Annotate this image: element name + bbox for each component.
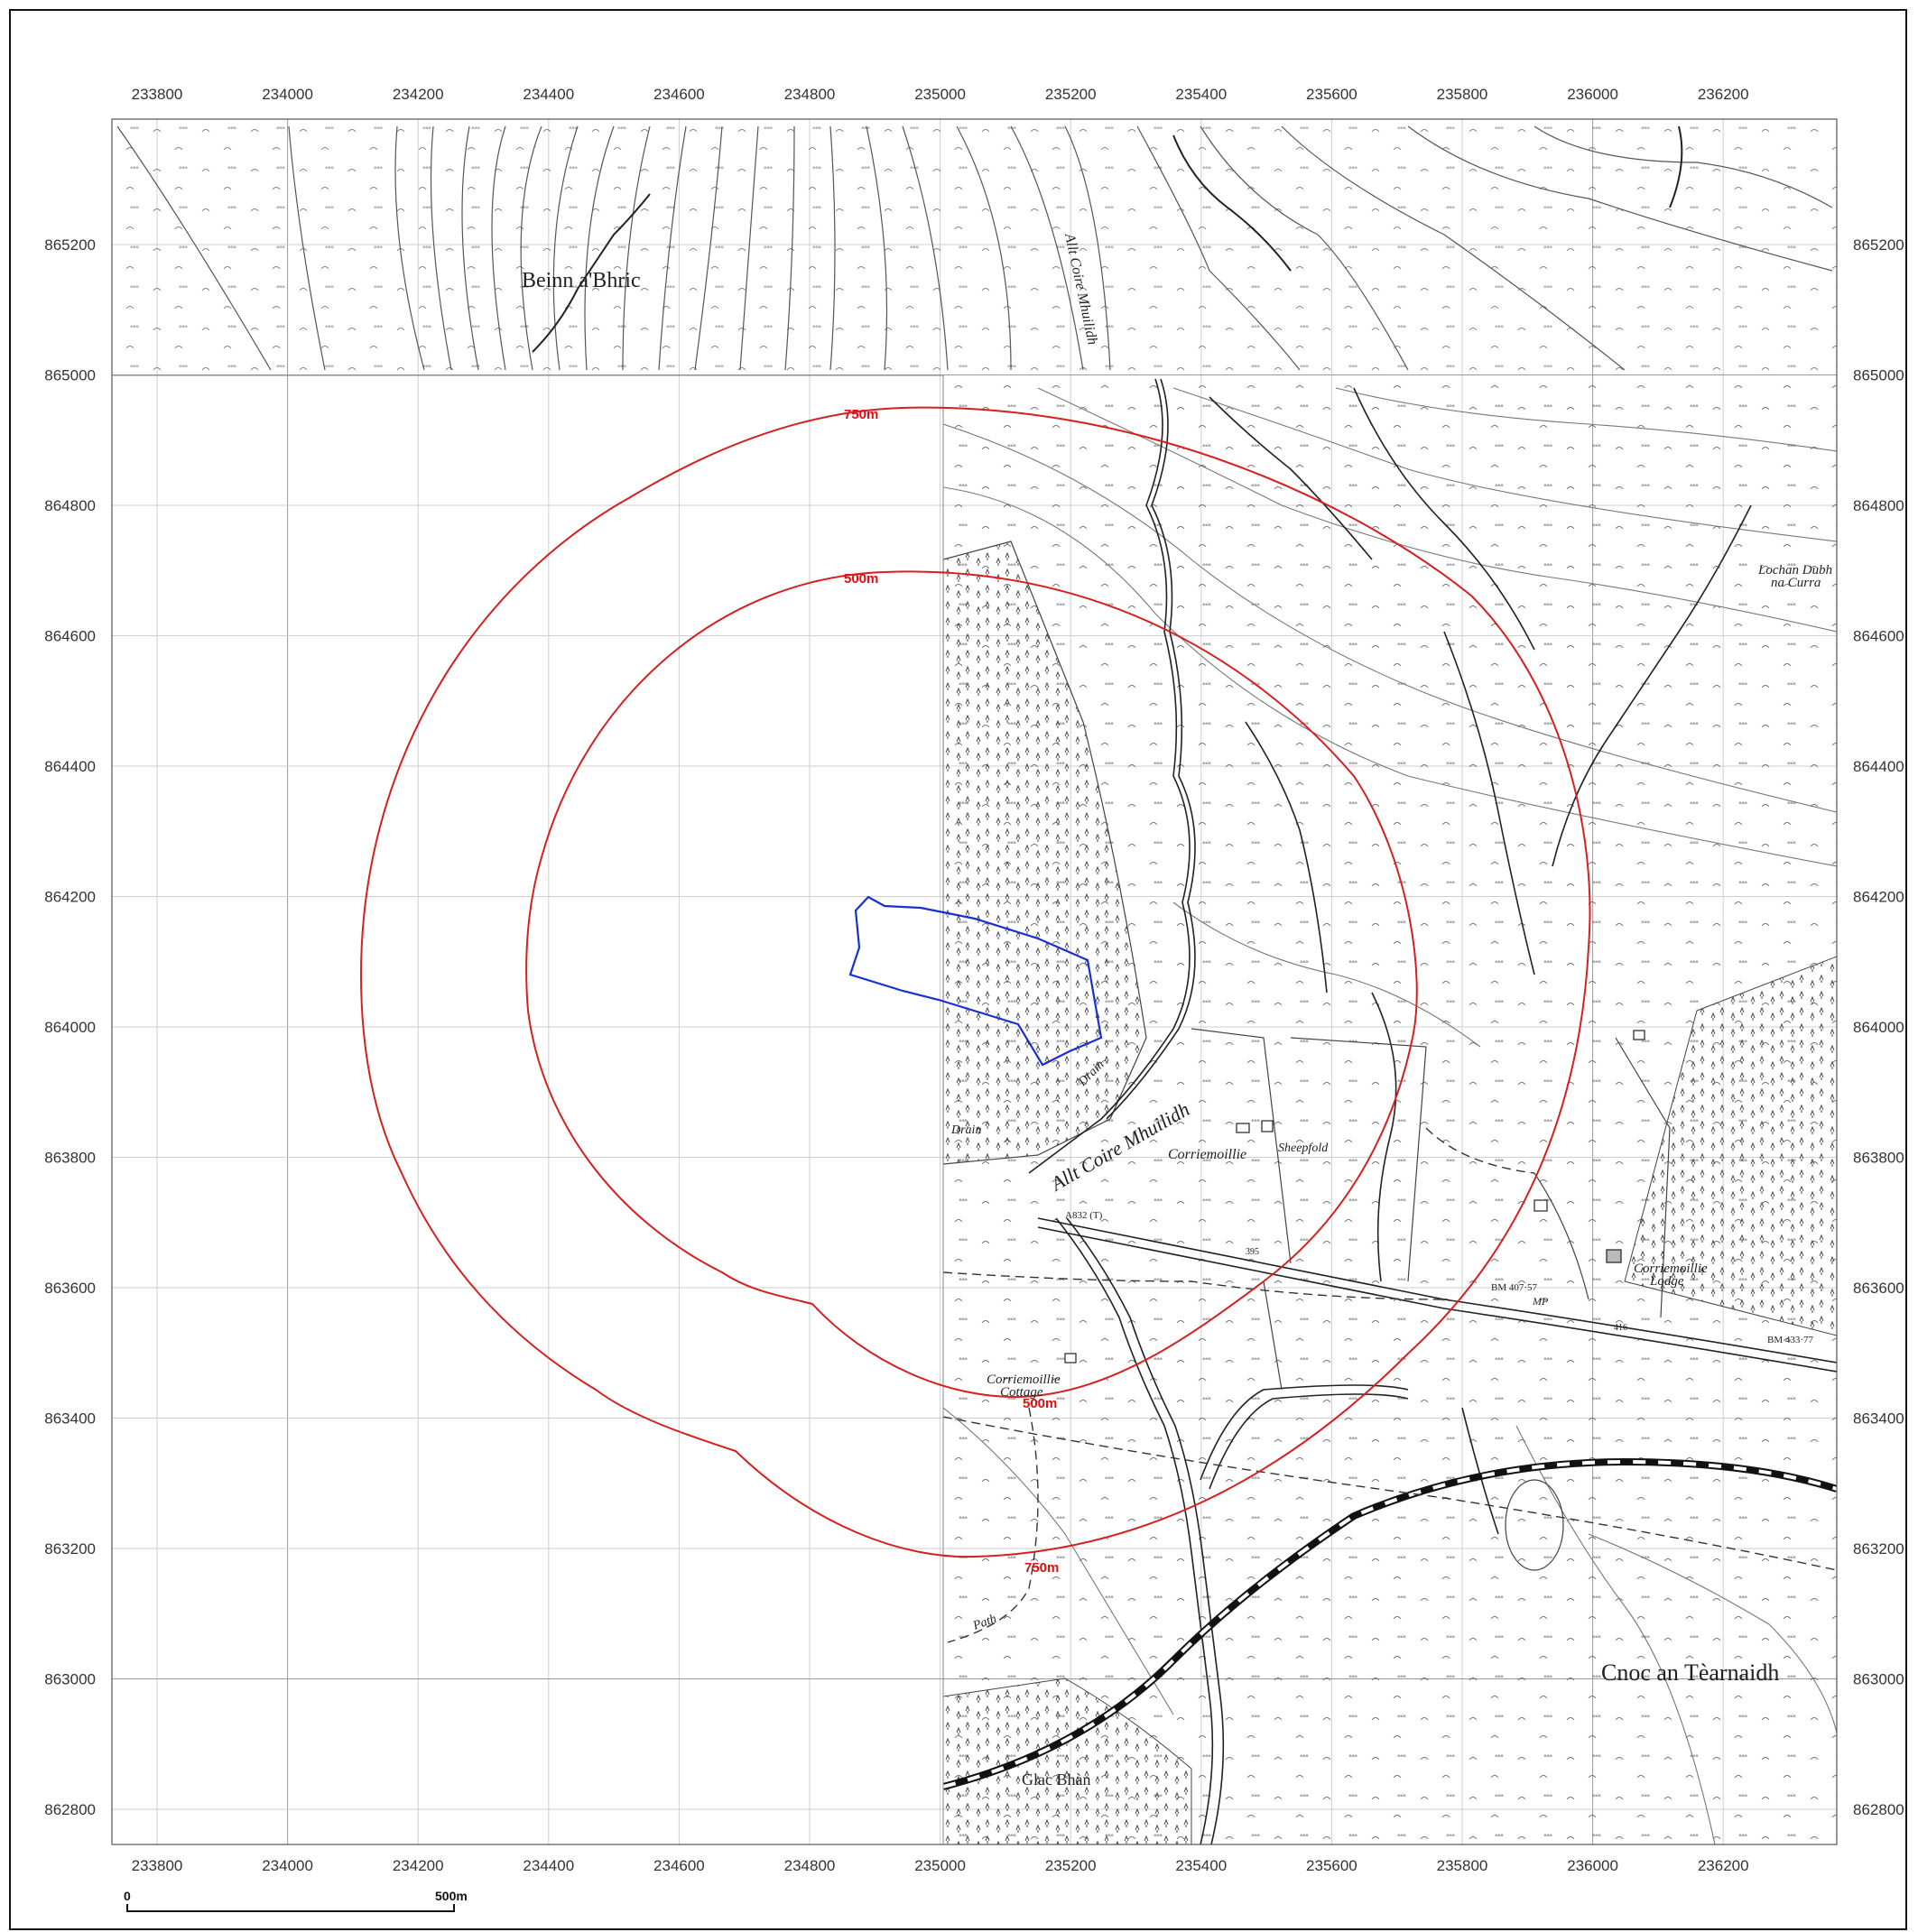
northing-label-left-864000: 864000: [44, 1019, 96, 1036]
northing-label-left-863200: 863200: [44, 1540, 96, 1558]
easting-label-bottom-236000: 236000: [1567, 1857, 1618, 1874]
easting-label-bottom-234200: 234200: [393, 1857, 444, 1874]
easting-label-top-235800: 235800: [1437, 86, 1488, 103]
easting-label-bottom-235000: 235000: [914, 1857, 966, 1874]
northing-label-left-865200: 865200: [44, 236, 96, 254]
place-road-a832: A832 (T): [1065, 1210, 1103, 1221]
place-corriemoillie-cottage-2: Cottage: [1000, 1385, 1043, 1400]
northing-label-left-864800: 864800: [44, 497, 96, 514]
easting-label-top-234600: 234600: [653, 86, 705, 103]
northing-label-right-864400: 864400: [1853, 758, 1904, 775]
place-corriemoillie-lodge-1: Corriemoillie: [1634, 1262, 1708, 1276]
easting-label-top-234000: 234000: [262, 86, 313, 103]
place-drain-1: Drain: [950, 1123, 981, 1137]
northing-label-right-863000: 863000: [1853, 1671, 1904, 1688]
northing-label-right-865000: 865000: [1853, 367, 1904, 384]
northing-label-right-862800: 862800: [1853, 1801, 1904, 1818]
northing-label-right-865200: 865200: [1853, 236, 1904, 254]
northing-label-right-864800: 864800: [1853, 497, 1904, 514]
place-na-curra: na Curra: [1771, 576, 1821, 590]
northing-label-right-863400: 863400: [1853, 1410, 1904, 1428]
northing-label-left-864600: 864600: [44, 628, 96, 645]
place-corriemoillie: Corriemoillie: [1168, 1147, 1246, 1162]
northing-label-left-863400: 863400: [44, 1410, 96, 1428]
northing-label-left-863000: 863000: [44, 1671, 96, 1688]
buffer-750m-ring: [359, 406, 1591, 1558]
northing-label-left-865000: 865000: [44, 367, 96, 384]
easting-label-bottom-235800: 235800: [1437, 1857, 1488, 1874]
easting-label-top-235200: 235200: [1045, 86, 1097, 103]
scale-bar-end: 500m: [435, 1889, 468, 1903]
easting-label-top-234800: 234800: [784, 86, 836, 103]
label-750m-top: 750m: [844, 407, 878, 422]
easting-label-top-234400: 234400: [523, 86, 574, 103]
easting-label-bottom-235200: 235200: [1045, 1857, 1097, 1874]
place-mp: MP: [1532, 1295, 1549, 1308]
place-corriemoillie-lodge-2: Lodge: [1649, 1274, 1684, 1289]
easting-label-bottom-236200: 236200: [1698, 1857, 1749, 1874]
easting-label-top-233800: 233800: [132, 86, 183, 103]
northing-label-right-864200: 864200: [1853, 889, 1904, 906]
label-500m-bottom: 500m: [1023, 1396, 1057, 1411]
northing-label-right-864000: 864000: [1853, 1019, 1904, 1036]
easting-label-bottom-234600: 234600: [653, 1857, 705, 1874]
spot-height-395: 395: [1246, 1247, 1259, 1257]
place-lochan-dubh: Lochan Dubh: [1757, 563, 1832, 578]
place-corriemoillie-cottage-1: Corriemoillie: [987, 1373, 1061, 1387]
place-glac-bhan: Glac Bhàn: [1022, 1770, 1090, 1789]
place-cnoc-an-tearnaidh: Cnoc an Tèarnaidh: [1601, 1659, 1779, 1686]
site-boundary: [848, 895, 1103, 1067]
label-500m-top: 500m: [844, 571, 878, 587]
northing-label-right-864600: 864600: [1853, 628, 1904, 645]
place-bm-433: BM 433·77: [1767, 1335, 1814, 1345]
easting-label-top-235400: 235400: [1175, 86, 1227, 103]
northing-label-left-864200: 864200: [44, 889, 96, 906]
spot-height-416: 416: [1614, 1323, 1627, 1333]
place-sheepfold: Sheepfold: [1278, 1142, 1329, 1155]
northing-label-left-863800: 863800: [44, 1150, 96, 1167]
scale-bar: 0 500m: [124, 1889, 468, 1912]
northing-label-left-862800: 862800: [44, 1801, 96, 1818]
axis-labels: 233800 233800 234000 234000 234200 234200 2344…: [44, 86, 1904, 1874]
data-frame-border: [111, 118, 1838, 1845]
easting-label-bottom-234000: 234000: [262, 1857, 313, 1874]
scale-bar-start: 0: [124, 1889, 131, 1903]
basemap-top-strip: [112, 119, 1837, 375]
northing-label-right-863600: 863600: [1853, 1280, 1904, 1297]
easting-label-top-235600: 235600: [1306, 86, 1357, 103]
easting-label-top-234200: 234200: [393, 86, 444, 103]
easting-label-top-236200: 236200: [1698, 86, 1749, 103]
easting-label-bottom-234800: 234800: [784, 1857, 836, 1874]
label-750m-bottom: 750m: [1024, 1560, 1059, 1576]
northing-label-left-864400: 864400: [44, 758, 96, 775]
northing-label-left-863600: 863600: [44, 1280, 96, 1297]
easting-label-bottom-235400: 235400: [1175, 1857, 1227, 1874]
buffer-500m-ring: [525, 570, 1418, 1399]
easting-label-bottom-235600: 235600: [1306, 1857, 1357, 1874]
place-beinn-a-bhric: Beinn a'Bhric: [522, 269, 641, 292]
easting-label-top-236000: 236000: [1567, 86, 1618, 103]
northing-label-right-863200: 863200: [1853, 1540, 1904, 1558]
easting-label-bottom-234400: 234400: [523, 1857, 574, 1874]
easting-label-bottom-233800: 233800: [132, 1857, 183, 1874]
basemap-main: [943, 375, 1837, 1844]
place-bm-407: BM 407·57: [1491, 1282, 1538, 1293]
northing-label-right-863800: 863800: [1853, 1150, 1904, 1167]
easting-label-top-235000: 235000: [914, 86, 966, 103]
